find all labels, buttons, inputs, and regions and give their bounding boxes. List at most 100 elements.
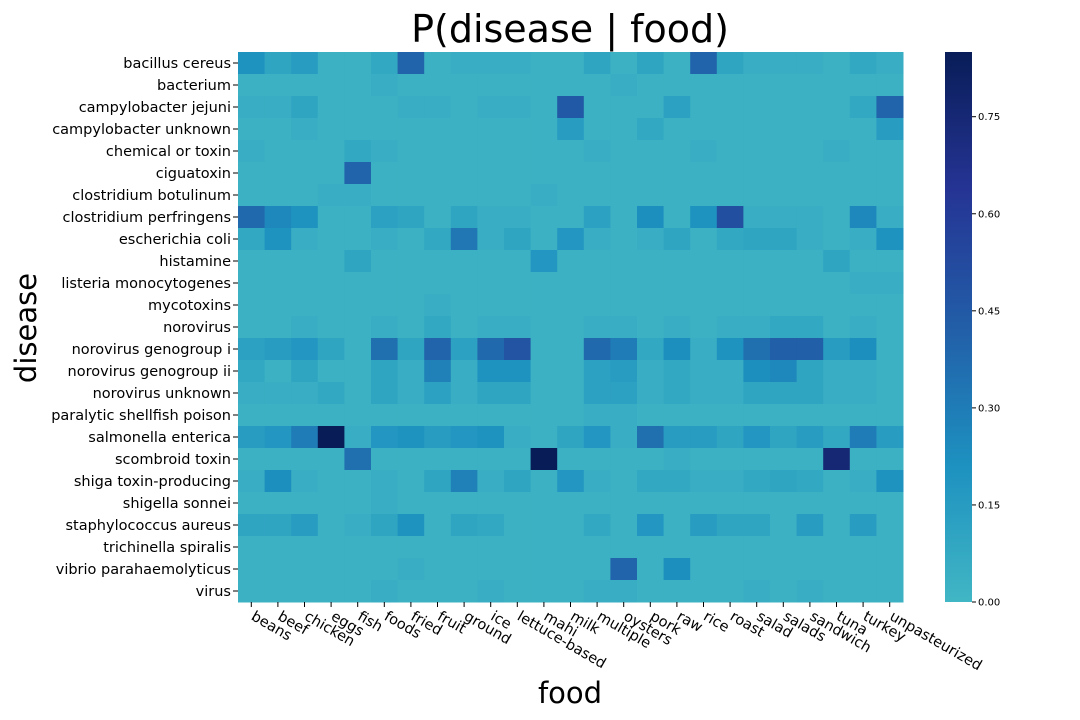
heatmap-cell xyxy=(238,470,266,493)
heatmap-cell xyxy=(770,250,798,273)
heatmap-cell xyxy=(637,360,665,383)
heatmap-cell xyxy=(876,162,904,185)
heatmap-cell xyxy=(690,514,718,537)
colorbar: 0.00 0.15 0.30 0.45 0.60 0.75 xyxy=(945,52,1000,609)
heatmap-cell xyxy=(716,492,744,515)
heatmap-cell xyxy=(663,206,691,229)
heatmap-cell xyxy=(557,404,585,427)
heatmap-cell xyxy=(238,492,266,515)
heatmap-cell xyxy=(610,360,638,383)
heatmap-cell xyxy=(291,338,319,361)
heatmap-cell xyxy=(849,184,877,207)
heatmap-cell xyxy=(450,580,478,603)
heatmap-cell xyxy=(397,184,425,207)
heatmap-cell xyxy=(583,162,611,185)
heatmap-cell xyxy=(450,470,478,493)
heatmap-cell xyxy=(823,74,851,97)
heatmap-cell xyxy=(477,162,505,185)
y-tick-label: chemical or toxin xyxy=(106,144,231,160)
heatmap-cell xyxy=(530,140,558,163)
heatmap-cell xyxy=(477,294,505,317)
heatmap-cell xyxy=(397,294,425,317)
heatmap-cell xyxy=(663,382,691,405)
heatmap-cell xyxy=(796,558,824,581)
heatmap-cell xyxy=(770,184,798,207)
heatmap-cell xyxy=(796,316,824,339)
heatmap-cell xyxy=(317,382,345,405)
heatmap-cell xyxy=(663,360,691,383)
heatmap-cell xyxy=(344,294,372,317)
heatmap-cell xyxy=(397,74,425,97)
heatmap-cell xyxy=(770,206,798,229)
heatmap-cell xyxy=(424,514,452,537)
heatmap-cell xyxy=(849,470,877,493)
heatmap-cell xyxy=(743,492,771,515)
heatmap-cell xyxy=(424,360,452,383)
heatmap-cell xyxy=(663,470,691,493)
heatmap-cell xyxy=(876,360,904,383)
heatmap-cell xyxy=(690,382,718,405)
heatmap-cell xyxy=(344,250,372,273)
heatmap-cell xyxy=(690,536,718,559)
heatmap-cell xyxy=(557,492,585,515)
heatmap-cell xyxy=(637,118,665,141)
heatmap-cell xyxy=(796,52,824,75)
heatmap-cell xyxy=(371,140,399,163)
heatmap-cell xyxy=(796,514,824,537)
heatmap-cell xyxy=(770,228,798,251)
heatmap-cell xyxy=(450,228,478,251)
heatmap-cell xyxy=(796,360,824,383)
heatmap-cell xyxy=(583,514,611,537)
heatmap-cell xyxy=(424,558,452,581)
heatmap-cell xyxy=(849,162,877,185)
heatmap-cell xyxy=(876,382,904,405)
heatmap-cell xyxy=(504,338,532,361)
heatmap-cell xyxy=(796,294,824,317)
heatmap-cell xyxy=(690,338,718,361)
heatmap-cell xyxy=(557,382,585,405)
heatmap-cell xyxy=(796,96,824,119)
heatmap-cell xyxy=(424,470,452,493)
heatmap-cell xyxy=(344,316,372,339)
heatmap-cell xyxy=(849,360,877,383)
heatmap-cell xyxy=(397,52,425,75)
heatmap-cell xyxy=(743,360,771,383)
heatmap-cell xyxy=(690,140,718,163)
heatmap-cell xyxy=(716,118,744,141)
heatmap-cell xyxy=(504,74,532,97)
heatmap-cell xyxy=(264,470,292,493)
heatmap-cell xyxy=(291,382,319,405)
heatmap-cell xyxy=(477,382,505,405)
heatmap-cell xyxy=(690,360,718,383)
heatmap-cell xyxy=(743,228,771,251)
heatmap-cell xyxy=(504,96,532,119)
heatmap-cell xyxy=(743,426,771,449)
heatmap-cell xyxy=(610,272,638,295)
heatmap-cell xyxy=(770,140,798,163)
heatmap-cell xyxy=(291,140,319,163)
heatmap-cell xyxy=(743,338,771,361)
heatmap-cell xyxy=(317,492,345,515)
heatmap-cell xyxy=(238,338,266,361)
heatmap-cell xyxy=(530,184,558,207)
heatmap-cell xyxy=(823,580,851,603)
heatmap-cell xyxy=(796,206,824,229)
heatmap-cell xyxy=(371,52,399,75)
heatmap-cell xyxy=(504,580,532,603)
heatmap-cell xyxy=(583,382,611,405)
heatmap-cell xyxy=(238,382,266,405)
heatmap-cell xyxy=(450,360,478,383)
heatmap-cell xyxy=(371,536,399,559)
heatmap-cell xyxy=(637,316,665,339)
heatmap-cell xyxy=(424,448,452,471)
heatmap-cell xyxy=(477,316,505,339)
heatmap-cell xyxy=(477,338,505,361)
heatmap-cell xyxy=(663,140,691,163)
heatmap-cell xyxy=(344,536,372,559)
heatmap-cell xyxy=(397,382,425,405)
heatmap-cell xyxy=(424,140,452,163)
heatmap-cell xyxy=(317,74,345,97)
heatmap-cell xyxy=(397,338,425,361)
heatmap-cell xyxy=(264,360,292,383)
heatmap-cell xyxy=(637,206,665,229)
